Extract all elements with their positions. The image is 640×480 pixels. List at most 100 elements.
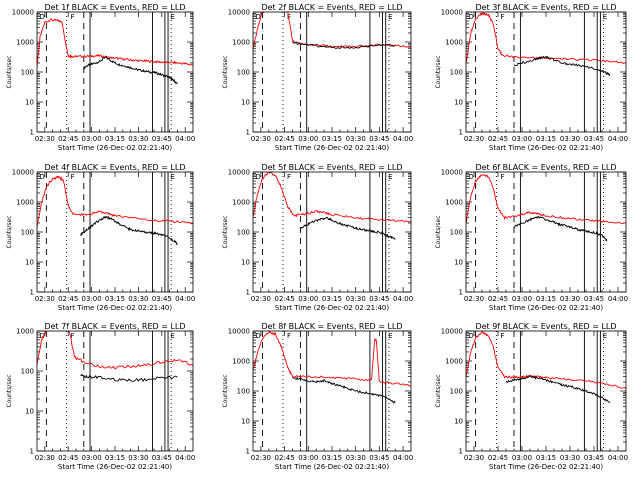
y-tick-label: 10000 xyxy=(12,9,34,17)
x-tick-label: 03:15 xyxy=(105,135,125,143)
x-tick-label: 02:45 xyxy=(488,135,508,143)
series-lld xyxy=(466,12,626,64)
time-marker-label: D xyxy=(468,332,473,340)
x-tick-label: 02:30 xyxy=(464,295,484,303)
y-tick-label: 1000 xyxy=(445,39,463,47)
y-tick-label: 100 xyxy=(450,69,463,77)
x-tick-label: 03:00 xyxy=(512,454,532,462)
y-tick-label: 1 xyxy=(459,448,463,456)
panel-title: Det 3f BLACK = Events, RED = LLD xyxy=(475,3,616,12)
panel-det-7: Det 7f BLACK = Events, RED = LLD 1 10 100 10… xyxy=(6,322,195,471)
x-tick-label: 03:15 xyxy=(536,135,556,143)
x-tick-label: 03:30 xyxy=(560,135,580,143)
panel-det-9: Det 9f BLACK = Events, RED = LLD 1 10 100 10… xyxy=(435,322,628,471)
time-marker-label: D xyxy=(468,173,473,181)
series-lld xyxy=(466,331,626,389)
x-tick-label: 02:30 xyxy=(464,454,484,462)
y-tick-label: 10000 xyxy=(441,9,463,17)
y-axis-label: Counts/sec xyxy=(435,215,442,248)
x-axis-label: Start Time (26-Dec-02 02:21:40) xyxy=(275,144,389,152)
y-tick-label: 1 xyxy=(30,448,34,456)
y-tick-label: 1 xyxy=(246,448,250,456)
y-tick-label: 100 xyxy=(21,229,34,237)
x-axis-label: Start Time (26-Dec-02 02:21:40) xyxy=(275,463,389,471)
x-tick-label: 02:30 xyxy=(251,295,271,303)
y-tick-label: 100 xyxy=(237,388,250,396)
y-axis-label: Counts/sec xyxy=(222,215,229,248)
y-tick-label: 100 xyxy=(237,229,250,237)
x-tick-label: 03:45 xyxy=(369,454,389,462)
y-tick-label: 10 xyxy=(454,418,463,426)
series-events xyxy=(292,376,396,404)
y-tick-label: 10000 xyxy=(228,9,250,17)
x-tick-label: 03:00 xyxy=(298,454,318,462)
y-tick-label: 1 xyxy=(459,289,463,297)
y-tick-label: 100 xyxy=(21,368,34,376)
x-axis-label: Start Time (26-Dec-02 02:21:40) xyxy=(489,463,603,471)
y-tick-label: 10 xyxy=(454,259,463,267)
y-tick-label: 10 xyxy=(241,99,250,107)
x-axis-label: Start Time (26-Dec-02 02:21:40) xyxy=(58,144,172,152)
panel-title: Det 4f BLACK = Events, RED = LLD xyxy=(44,163,185,172)
series-events xyxy=(300,216,396,240)
panel-frame xyxy=(465,330,627,452)
series-events xyxy=(513,55,611,77)
y-tick-label: 1000 xyxy=(232,358,250,366)
y-tick-label: 10 xyxy=(25,99,34,107)
y-tick-label: 10 xyxy=(241,418,250,426)
y-tick-label: 1 xyxy=(246,289,250,297)
y-tick-label: 10000 xyxy=(228,169,250,177)
series-events xyxy=(80,215,178,245)
x-tick-label: 02:45 xyxy=(275,295,295,303)
panel-frame xyxy=(252,11,412,133)
x-tick-label: 04:00 xyxy=(393,454,413,462)
x-tick-label: 02:45 xyxy=(275,454,295,462)
x-tick-label: 04:00 xyxy=(175,454,195,462)
y-tick-label: 10000 xyxy=(441,169,463,177)
x-tick-label: 03:15 xyxy=(322,135,342,143)
x-tick-label: 02:30 xyxy=(464,135,484,143)
series-lld xyxy=(37,18,193,68)
x-tick-label: 03:00 xyxy=(82,454,102,462)
panel-det-3: Det 3f BLACK = Events, RED = LLD 1 10 100 10… xyxy=(435,3,628,152)
x-tick-label: 02:30 xyxy=(251,135,271,143)
y-axis-label: Counts/sec xyxy=(6,374,13,407)
y-tick-label: 1000 xyxy=(445,358,463,366)
x-tick-label: 03:00 xyxy=(298,135,318,143)
x-tick-label: 03:45 xyxy=(369,135,389,143)
time-marker-label: E xyxy=(603,332,607,340)
panel-det-8: Det 8f BLACK = Events, RED = LLD 1 10 100 10… xyxy=(222,322,413,471)
x-tick-label: 03:30 xyxy=(346,454,366,462)
time-marker-label: D xyxy=(39,332,44,340)
y-axis-label: Counts/sec xyxy=(222,374,229,407)
y-tick-label: 1 xyxy=(30,129,34,137)
time-marker-label: F xyxy=(71,173,75,181)
series-events xyxy=(292,41,396,50)
x-tick-label: 03:45 xyxy=(152,454,172,462)
panel-frame xyxy=(36,11,194,133)
y-tick-label: 10000 xyxy=(12,169,34,177)
y-tick-label: 10 xyxy=(25,408,34,416)
x-tick-label: 02:30 xyxy=(35,295,55,303)
y-tick-label: 10 xyxy=(241,259,250,267)
x-tick-label: 02:30 xyxy=(35,454,55,462)
time-marker-label: F xyxy=(500,13,504,21)
x-tick-label: 03:30 xyxy=(128,135,148,143)
y-axis-label: Counts/sec xyxy=(222,55,229,88)
x-tick-label: 03:45 xyxy=(152,295,172,303)
y-tick-label: 10 xyxy=(454,99,463,107)
series-events xyxy=(513,215,608,242)
x-tick-label: 03:00 xyxy=(298,295,318,303)
y-tick-label: 1000 xyxy=(16,39,34,47)
panel-frame xyxy=(252,330,412,452)
x-tick-label: 02:45 xyxy=(488,454,508,462)
y-tick-label: 10000 xyxy=(441,328,463,336)
y-tick-label: 10 xyxy=(25,259,34,267)
series-events xyxy=(80,373,178,383)
panel-title: Det 8f BLACK = Events, RED = LLD xyxy=(261,322,402,331)
time-marker-label: F xyxy=(500,173,504,181)
panel-frame xyxy=(465,171,627,293)
y-tick-label: 100 xyxy=(21,69,34,77)
x-tick-label: 03:15 xyxy=(536,295,556,303)
